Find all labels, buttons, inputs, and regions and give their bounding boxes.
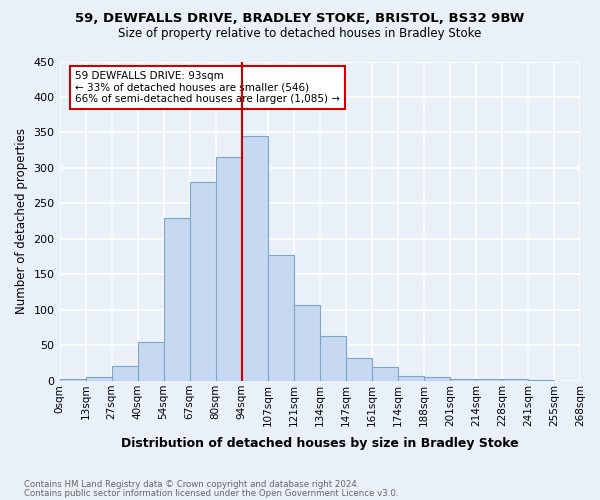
Text: Contains HM Land Registry data © Crown copyright and database right 2024.: Contains HM Land Registry data © Crown c… [24,480,359,489]
Bar [346,358,372,381]
Text: Size of property relative to detached houses in Bradley Stoke: Size of property relative to detached ho… [118,28,482,40]
Bar [476,379,502,381]
Bar [215,158,242,381]
Y-axis label: Number of detached properties: Number of detached properties [15,128,28,314]
Bar [502,379,528,381]
Bar [112,366,137,381]
Bar [528,380,554,381]
Bar [190,182,215,381]
Bar [424,378,450,381]
Bar [398,376,424,381]
Text: Contains public sector information licensed under the Open Government Licence v3: Contains public sector information licen… [24,489,398,498]
Text: 59 DEWFALLS DRIVE: 93sqm
← 33% of detached houses are smaller (546)
66% of semi-: 59 DEWFALLS DRIVE: 93sqm ← 33% of detach… [75,71,340,104]
Bar [268,254,294,381]
Text: 59, DEWFALLS DRIVE, BRADLEY STOKE, BRISTOL, BS32 9BW: 59, DEWFALLS DRIVE, BRADLEY STOKE, BRIST… [76,12,524,26]
Bar [86,376,112,381]
Bar [59,379,86,381]
Bar [242,136,268,381]
Bar [294,305,320,381]
Bar [450,379,476,381]
Bar [320,336,346,381]
Bar [137,342,164,381]
Bar [164,218,190,381]
Bar [372,368,398,381]
X-axis label: Distribution of detached houses by size in Bradley Stoke: Distribution of detached houses by size … [121,437,518,450]
